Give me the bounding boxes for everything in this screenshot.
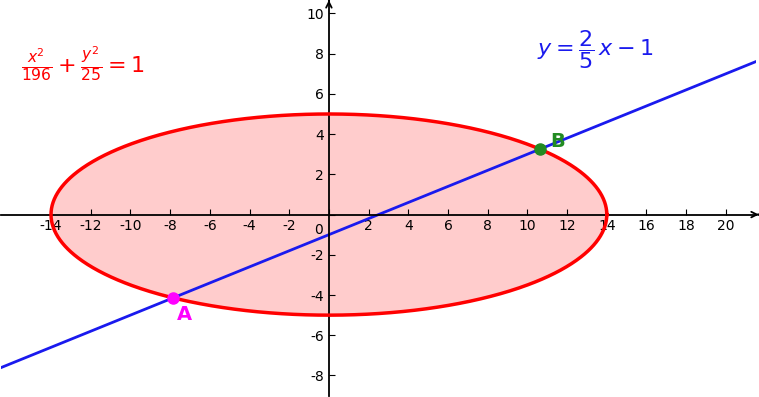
Text: $y=\dfrac{2}{5}\,x-1$: $y=\dfrac{2}{5}\,x-1$ bbox=[537, 28, 653, 71]
Polygon shape bbox=[51, 114, 606, 315]
Text: B: B bbox=[550, 132, 565, 151]
Text: 0: 0 bbox=[314, 223, 323, 237]
Text: A: A bbox=[177, 305, 192, 324]
Text: $\frac{x^2}{196}+\frac{y^2}{25}=1$: $\frac{x^2}{196}+\frac{y^2}{25}=1$ bbox=[21, 44, 145, 83]
